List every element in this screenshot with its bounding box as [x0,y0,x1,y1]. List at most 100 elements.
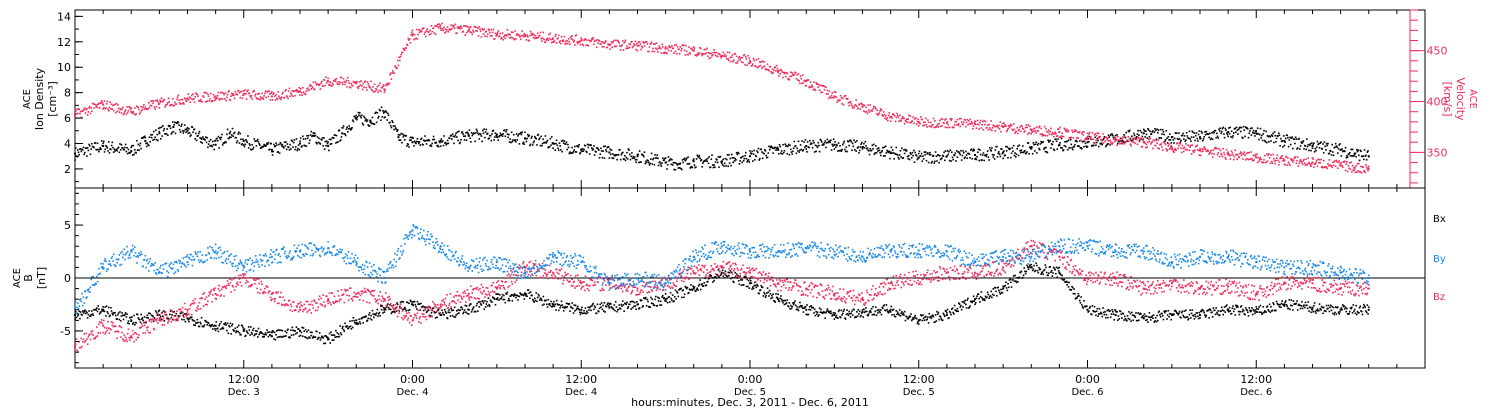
data-point [187,130,189,132]
data-point [1355,165,1357,167]
data-point [1022,145,1024,147]
data-point [539,299,541,301]
data-point [242,97,244,99]
data-point [159,131,161,133]
data-point [654,154,656,156]
data-point [706,159,708,161]
data-point [327,78,329,80]
data-point [1109,140,1111,142]
data-point [285,335,287,337]
data-point [1083,131,1085,133]
data-point [1047,152,1049,154]
data-point [818,314,820,316]
data-point [801,305,803,307]
data-point [1055,138,1057,140]
data-point [634,156,636,158]
data-point [348,82,350,84]
data-point [912,152,914,154]
data-point [206,324,208,326]
data-point [890,152,892,154]
data-point [621,304,623,306]
data-point [751,288,753,290]
data-point [570,36,572,38]
data-point [790,71,792,73]
data-point [1157,147,1159,149]
data-point [494,136,496,138]
data-point [538,134,540,136]
data-point [372,313,374,315]
data-point [483,33,485,35]
data-point [829,90,831,92]
data-point [872,110,874,112]
data-point [571,152,573,154]
data-point [660,48,662,50]
data-point [993,154,995,156]
data-point [415,304,417,306]
data-point [346,325,348,327]
data-point [537,297,539,299]
data-point [713,52,715,54]
data-point [692,50,694,52]
data-point [80,148,82,150]
data-point [299,330,301,332]
data-point [108,141,110,143]
data-point [988,156,990,158]
data-point [283,147,285,149]
data-point [471,34,473,36]
data-point [480,31,482,33]
data-point [1358,163,1360,165]
data-point [1162,149,1164,151]
data-point [239,92,241,94]
data-point [243,90,245,92]
data-point [920,116,922,118]
data-point [550,33,552,35]
data-point [1232,152,1234,154]
data-point [411,32,413,34]
data-point [919,150,921,152]
data-point [1310,143,1312,145]
data-point [237,133,239,135]
data-point [592,148,594,150]
data-point [479,28,481,30]
data-point [1138,137,1140,139]
data-point [1368,166,1370,168]
data-point [1148,138,1150,140]
data-point [485,131,487,133]
data-point [618,304,620,306]
data-point [1097,140,1099,142]
data-point [605,149,607,151]
data-point [286,149,288,151]
data-point [413,39,415,41]
data-point [318,138,320,140]
data-point [635,305,637,307]
data-point [358,88,360,90]
data-point [568,303,570,305]
data-point [507,29,509,31]
data-point [946,127,948,129]
data-point [429,140,431,142]
data-point [245,93,247,95]
data-point [172,126,174,128]
data-point [146,317,148,319]
data-point [531,136,533,138]
data-point [966,157,968,159]
data-point [139,113,141,115]
data-point [611,47,613,49]
data-point [1026,126,1028,128]
data-point [256,331,258,333]
data-point [506,293,508,295]
data-point [1178,132,1180,134]
data-point [310,88,312,90]
data-point [1165,148,1167,150]
data-point [1005,125,1007,127]
data-point [362,83,364,85]
data-point [155,129,157,131]
data-point [535,138,537,140]
data-point [1134,138,1136,140]
data-point [1361,172,1363,174]
data-point [790,149,792,151]
data-point [1355,152,1357,154]
data-point [599,304,601,306]
data-point [1056,148,1058,150]
data-point [948,151,950,153]
